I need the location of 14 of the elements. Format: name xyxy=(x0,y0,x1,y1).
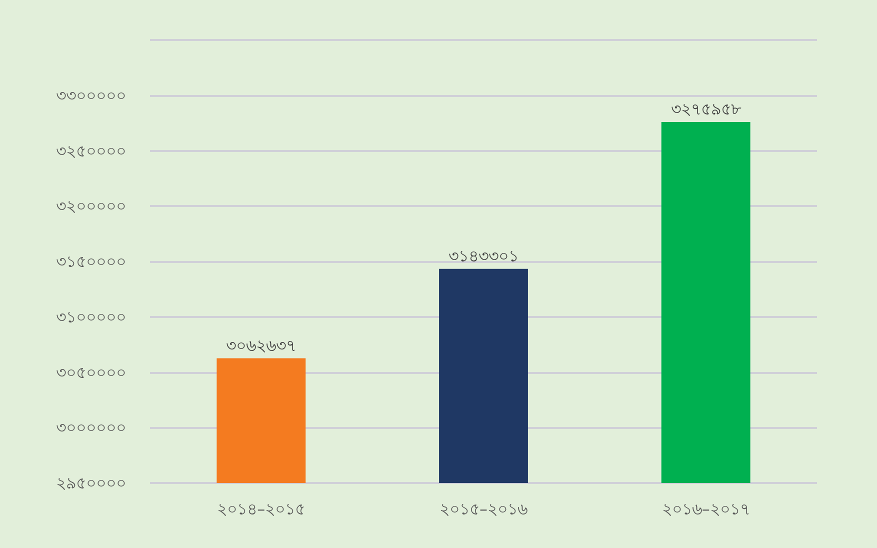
x-tick-label: ২০১৫–২০১৬ xyxy=(440,500,528,518)
x-tick-label: ২০১৬–২০১৭ xyxy=(662,500,750,518)
y-tick-label: ৩২৫০০০০ xyxy=(56,141,126,160)
y-tick-label: ৩৩০০০০০ xyxy=(56,86,126,105)
y-tick-label: ৩০০০০০০ xyxy=(56,418,126,438)
x-tick-label: ২০১৪–২০১৫ xyxy=(217,500,306,518)
data-label: ৩১৪৩৩০১ xyxy=(448,246,518,266)
y-tick-label: ২৯৫০০০০ xyxy=(56,474,126,492)
y-tick-label: ৩১০০০০০ xyxy=(56,307,126,326)
y-tick-label: ৩১৫০০০০ xyxy=(56,252,126,271)
data-label: ৩০৬২৬৩৭ xyxy=(226,336,296,355)
data-label: ৩২৭৫৯৫৮ xyxy=(670,100,742,118)
y-tick-label: ৩২০০০০০ xyxy=(56,196,126,216)
y-tick-label: ৩০৫০০০০ xyxy=(56,362,126,382)
